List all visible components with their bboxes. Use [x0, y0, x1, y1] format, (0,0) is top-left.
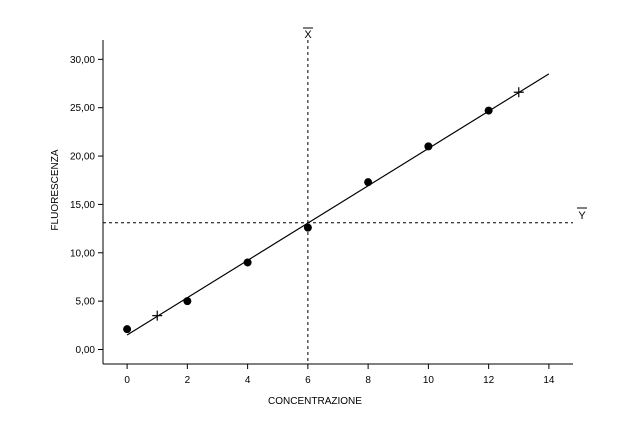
y-tick-label: 20,00: [70, 152, 95, 163]
y-tick-label: 15,00: [70, 200, 95, 211]
x-tick-label: 6: [305, 375, 311, 386]
cross-marker: [513, 87, 524, 98]
mean-x-marker: X: [303, 27, 313, 41]
mean-y-label: Y: [578, 210, 586, 222]
data-point: [243, 258, 252, 267]
data-points: [123, 106, 493, 334]
cross-markers: [152, 87, 524, 321]
x-tick-label: 4: [245, 375, 251, 386]
data-point: [183, 297, 192, 306]
mean-x-label: X: [304, 29, 312, 41]
data-point: [303, 223, 312, 232]
mean-y-marker: Y: [577, 207, 587, 222]
x-tick-label: 0: [124, 375, 130, 386]
y-axis-title: FLUORESCENZA: [50, 149, 61, 230]
data-point: [484, 106, 493, 115]
mean-reference-lines: [103, 40, 573, 364]
x-tick-label: 10: [423, 375, 435, 386]
x-tick-label: 2: [185, 375, 191, 386]
plot-frame: [102, 40, 573, 365]
y-tick-label: 30,00: [70, 55, 95, 66]
regression-line-group: [126, 73, 550, 336]
y-axis-ticks: 0,00 5,00 10,00 15,00 20,00 25,00 30,00: [70, 55, 103, 356]
x-tick-label: 12: [483, 375, 495, 386]
data-point: [364, 178, 373, 187]
y-tick-label: 25,00: [70, 103, 95, 114]
x-axis-ticks: 0 2 4 6 8 10 12 14: [124, 364, 555, 386]
cross-marker: [152, 310, 163, 321]
x-axis-title: CONCENTRAZIONE: [268, 396, 362, 407]
y-tick-label: 10,00: [70, 248, 95, 259]
regression-line: [126, 73, 550, 336]
data-point: [424, 142, 433, 151]
y-tick-label: 0,00: [76, 345, 96, 356]
data-point: [123, 325, 132, 334]
x-tick-label: 8: [365, 375, 371, 386]
y-tick-label: 5,00: [76, 297, 96, 308]
x-tick-label: 14: [543, 375, 555, 386]
